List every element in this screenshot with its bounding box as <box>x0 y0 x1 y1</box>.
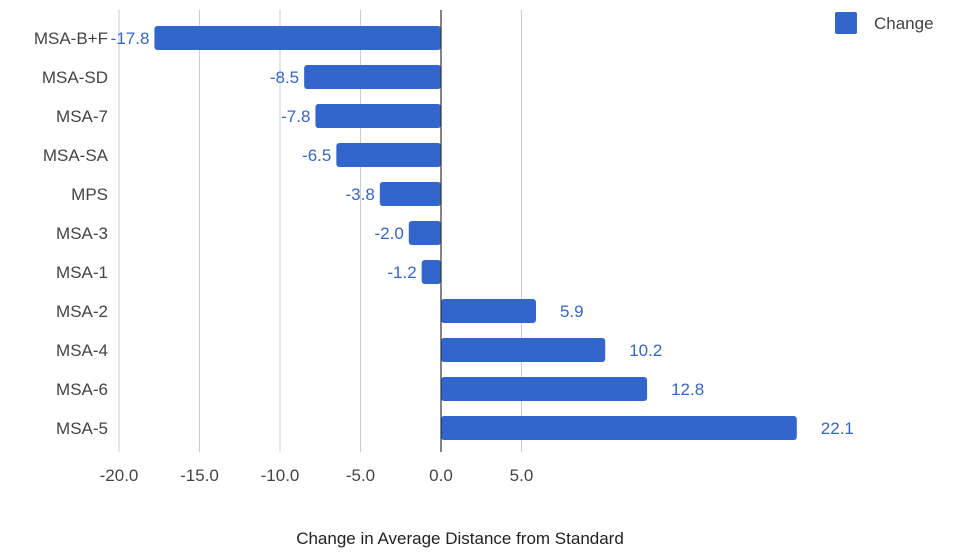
category-label: MSA-1 <box>56 263 108 282</box>
data-label: -7.8 <box>281 107 310 126</box>
data-labels: -17.8 -8.5 -7.8 -6.5 -3.8 -2.0 -1.2 5.9 10.2 12.8… <box>111 29 854 438</box>
x-tick-label: 5.0 <box>510 466 534 485</box>
data-label: 10.2 <box>629 341 662 360</box>
bar[interactable] <box>304 65 441 89</box>
data-label: -6.5 <box>302 146 331 165</box>
category-label: MSA-3 <box>56 224 108 243</box>
data-label: 5.9 <box>560 302 584 321</box>
category-labels: MSA-B+F MSA-SD MSA-7 MSA-SA MPS MSA-3 MSA-1 MSA… <box>34 29 109 438</box>
bar[interactable] <box>154 26 442 50</box>
bar[interactable] <box>441 377 648 401</box>
category-label: MSA-6 <box>56 380 108 399</box>
category-label: MSA-B+F <box>34 29 108 48</box>
x-tick-label: 0.0 <box>429 466 453 485</box>
bar[interactable] <box>421 260 441 284</box>
legend-label: Change <box>874 14 934 33</box>
data-label: -1.2 <box>387 263 416 282</box>
x-tick-label: -5.0 <box>346 466 375 485</box>
bar[interactable] <box>441 338 606 362</box>
bar[interactable] <box>315 104 441 128</box>
bar[interactable] <box>408 221 441 245</box>
category-label: MSA-7 <box>56 107 108 126</box>
bars <box>154 26 797 440</box>
legend-swatch <box>835 12 857 34</box>
data-label: -17.8 <box>111 29 150 48</box>
data-label: -2.0 <box>375 224 404 243</box>
bar[interactable] <box>336 143 441 167</box>
data-label: -3.8 <box>346 185 375 204</box>
x-tick-labels: -20.0 -15.0 -10.0 -5.0 0.0 5.0 <box>100 466 534 485</box>
bar[interactable] <box>441 416 797 440</box>
category-label: MSA-SD <box>42 68 108 87</box>
category-label: MSA-5 <box>56 419 108 438</box>
bar[interactable] <box>441 299 536 323</box>
data-label: 22.1 <box>821 419 854 438</box>
x-tick-label: -20.0 <box>100 466 139 485</box>
data-label: 12.8 <box>671 380 704 399</box>
bar[interactable] <box>379 182 441 206</box>
category-label: MPS <box>71 185 108 204</box>
data-label: -8.5 <box>270 68 299 87</box>
x-axis-title: Change in Average Distance from Standard <box>296 529 624 548</box>
category-label: MSA-4 <box>56 341 108 360</box>
category-label: MSA-2 <box>56 302 108 321</box>
legend[interactable]: Change <box>835 12 934 34</box>
x-tick-label: -15.0 <box>180 466 219 485</box>
x-tick-label: -10.0 <box>261 466 300 485</box>
category-label: MSA-SA <box>43 146 109 165</box>
